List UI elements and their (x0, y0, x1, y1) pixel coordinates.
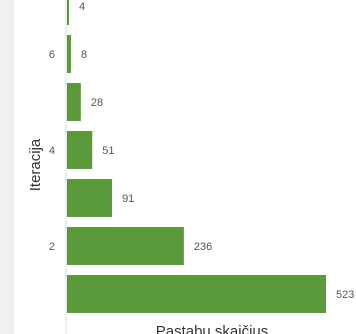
data-labels: 4 8 28 51 91 236 523 (79, 1, 354, 301)
y-axis-title: Iteracija (27, 138, 44, 191)
y-tick-labels: 6 4 2 (49, 49, 55, 253)
bar-5 (67, 83, 81, 121)
data-label-7: 4 (79, 1, 85, 13)
data-label-2: 236 (194, 241, 212, 253)
bar-4 (67, 131, 93, 169)
bar-7 (67, 0, 69, 25)
left-panel-edge (0, 0, 14, 334)
bar-6 (67, 35, 71, 73)
bar-series (67, 0, 326, 313)
data-label-1: 523 (336, 289, 354, 301)
data-label-3: 91 (122, 193, 134, 205)
bar-2 (67, 227, 184, 265)
y-tick-2: 2 (49, 241, 55, 253)
data-label-4: 51 (102, 145, 114, 157)
y-tick-4: 4 (49, 145, 55, 157)
bar-3 (67, 179, 113, 217)
x-axis-title: Pastabų skaičius (156, 323, 269, 334)
y-tick-6: 6 (49, 49, 55, 61)
bar-1 (67, 275, 326, 313)
data-label-5: 28 (91, 97, 103, 109)
data-label-6: 8 (81, 49, 87, 61)
